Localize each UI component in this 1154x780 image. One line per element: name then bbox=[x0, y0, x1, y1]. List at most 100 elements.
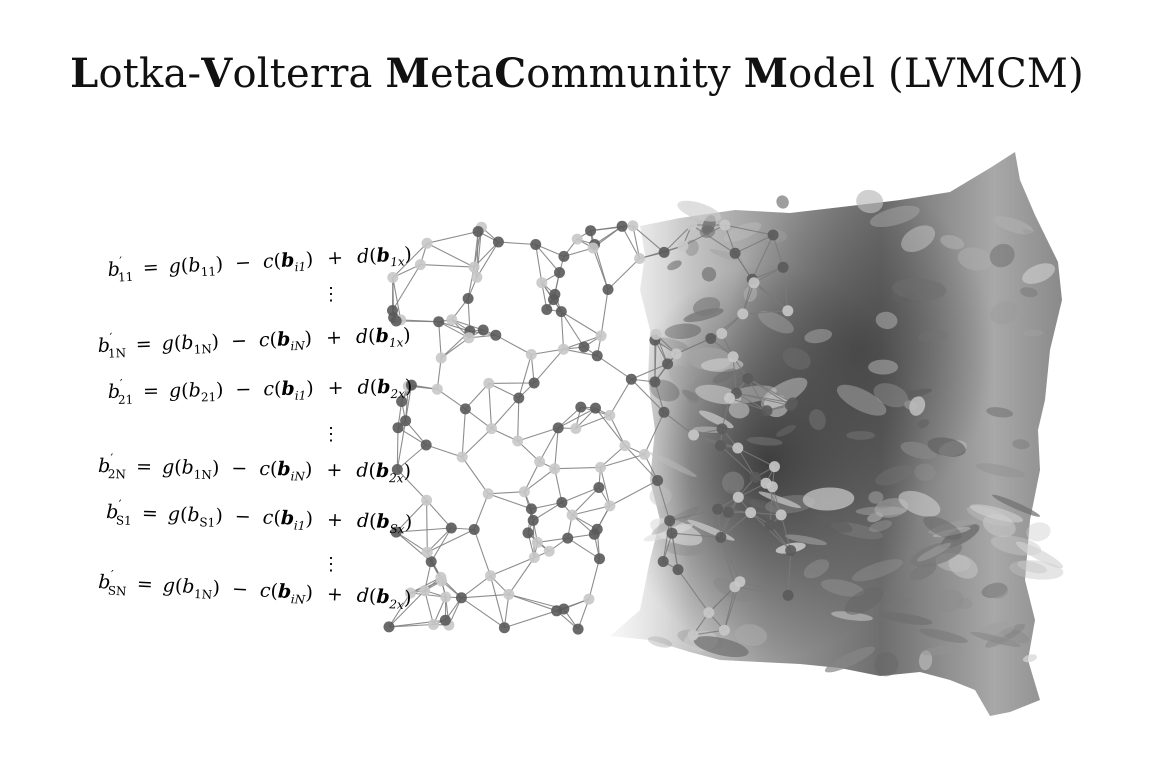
network-node bbox=[439, 614, 451, 626]
network-node bbox=[591, 350, 603, 362]
network-node bbox=[435, 352, 447, 364]
network-edge bbox=[567, 537, 600, 560]
eq-equals: = bbox=[142, 502, 159, 525]
surface-facet bbox=[709, 249, 748, 264]
network-edge bbox=[473, 493, 489, 530]
network-edge bbox=[644, 412, 665, 455]
eq-d-sub: Sx bbox=[389, 522, 405, 537]
surface-facet bbox=[803, 559, 830, 579]
network-node bbox=[387, 272, 399, 283]
network-node bbox=[712, 503, 724, 515]
surface-facet bbox=[901, 225, 936, 253]
network-node bbox=[775, 509, 787, 521]
eq-g-arg: b bbox=[181, 456, 194, 478]
surface-facet bbox=[746, 436, 783, 446]
network-node bbox=[527, 514, 539, 526]
eq-d-arg: b bbox=[375, 325, 389, 347]
network-node bbox=[734, 576, 746, 588]
network-node bbox=[649, 376, 661, 388]
network-edge bbox=[732, 356, 737, 394]
surface-facet bbox=[693, 636, 749, 658]
network-node bbox=[566, 509, 578, 521]
vdots: ⋮ bbox=[322, 424, 340, 445]
surface-facet bbox=[992, 494, 1041, 517]
network-node bbox=[421, 546, 433, 558]
eq-d-sub: 2x bbox=[389, 387, 405, 401]
title-part: eta bbox=[429, 51, 495, 97]
surface-facet bbox=[831, 611, 873, 621]
network-node bbox=[715, 531, 727, 543]
eq-g-arg: b bbox=[188, 254, 201, 277]
network-node bbox=[486, 423, 497, 435]
surface-facet bbox=[986, 582, 1009, 599]
network-edge bbox=[523, 461, 541, 492]
eq-c-arg: b bbox=[277, 580, 291, 603]
surface-facet bbox=[909, 396, 926, 416]
network-node bbox=[769, 461, 780, 473]
network-edge bbox=[747, 378, 791, 406]
network-edge bbox=[524, 468, 556, 493]
landscape-surface bbox=[600, 152, 1064, 716]
network-edge bbox=[752, 266, 784, 280]
network-node bbox=[715, 440, 726, 452]
network-node bbox=[687, 629, 699, 641]
network-edge bbox=[461, 408, 466, 458]
eq-prime: ′ bbox=[119, 254, 123, 268]
surface-facet bbox=[722, 471, 745, 494]
surface-facet bbox=[820, 579, 865, 597]
network-node bbox=[670, 348, 682, 360]
network-node bbox=[718, 624, 730, 636]
surface-facet bbox=[1019, 287, 1038, 298]
surface-facet bbox=[970, 631, 1022, 647]
eq-d: d bbox=[356, 245, 369, 268]
network-node bbox=[525, 349, 537, 360]
network-node bbox=[686, 219, 698, 231]
eq-lhs-sub: 1N bbox=[108, 346, 127, 361]
surface-facet bbox=[844, 587, 884, 615]
surface-facet bbox=[855, 506, 908, 516]
network-edge bbox=[438, 321, 470, 339]
network-node bbox=[729, 247, 741, 259]
surface-facet bbox=[916, 542, 952, 562]
network-node bbox=[650, 328, 662, 340]
eq-prime: ′ bbox=[111, 568, 115, 582]
network-node bbox=[742, 373, 754, 384]
equation-text: b′S1 = g(bS1) − c(bi1) + d(bSx) bbox=[106, 497, 413, 538]
network-node bbox=[490, 329, 502, 341]
surface-facet bbox=[914, 463, 936, 481]
surface-facet bbox=[934, 589, 964, 612]
eq-g-arg: b bbox=[181, 332, 194, 354]
network-node bbox=[552, 422, 564, 434]
eq-g: g bbox=[169, 380, 182, 402]
network-node bbox=[602, 284, 614, 295]
network-edge bbox=[430, 527, 452, 562]
network-edge bbox=[669, 508, 718, 522]
network-edge bbox=[388, 592, 411, 628]
network-edge bbox=[560, 311, 585, 348]
network-node bbox=[627, 220, 639, 232]
network-node bbox=[419, 585, 431, 597]
eq-lhs: b bbox=[98, 455, 111, 477]
network-node bbox=[522, 527, 534, 539]
network-node bbox=[503, 588, 515, 600]
network-edge bbox=[488, 491, 525, 495]
network-node bbox=[634, 253, 646, 264]
eq-g-sub: 1N bbox=[193, 342, 212, 357]
title-part: ommunity bbox=[526, 51, 744, 97]
surface-facet bbox=[760, 377, 808, 409]
network-edge bbox=[490, 556, 535, 577]
eq-d: d bbox=[357, 510, 370, 532]
network-edge bbox=[508, 593, 557, 612]
surface-facet bbox=[698, 410, 734, 429]
eq-equals: = bbox=[142, 256, 159, 279]
network-node bbox=[777, 261, 789, 273]
network-node bbox=[737, 308, 749, 320]
eq-equals: = bbox=[136, 573, 153, 596]
surface-facet bbox=[873, 383, 909, 408]
network-edge bbox=[787, 550, 792, 596]
network-node bbox=[745, 507, 757, 519]
equation-text: b′2N = g(b1N) − c(biN) + d(b2x) bbox=[98, 451, 411, 486]
eq-d: d bbox=[356, 460, 369, 482]
network-node bbox=[463, 332, 475, 344]
surface-facet bbox=[900, 441, 937, 460]
